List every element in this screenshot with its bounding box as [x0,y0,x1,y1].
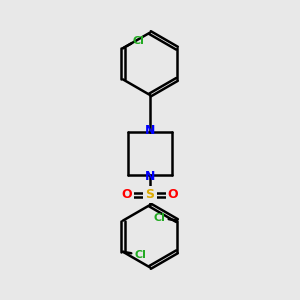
Text: Cl: Cl [133,36,144,46]
Text: O: O [168,188,178,201]
Text: Cl: Cl [154,213,166,223]
Text: Cl: Cl [134,250,146,260]
Text: O: O [122,188,132,201]
Text: S: S [146,188,154,201]
Text: N: N [145,124,155,137]
Text: N: N [145,170,155,183]
